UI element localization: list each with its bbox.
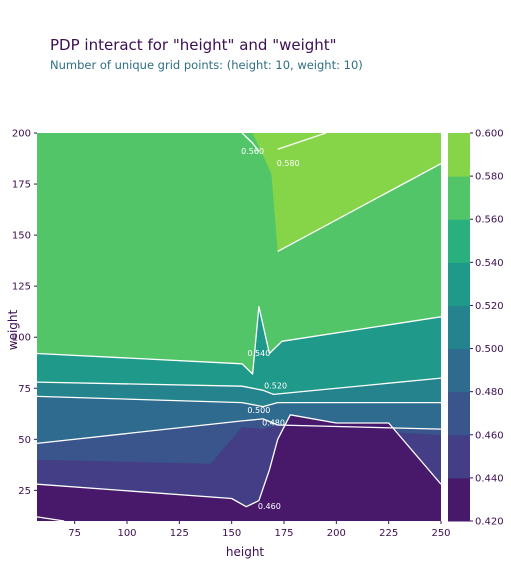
colorbar-band <box>448 305 470 350</box>
x-tick-label: 200 <box>327 528 346 539</box>
colorbar-band <box>448 348 470 393</box>
colorbar-tick-label: 0.420 <box>475 517 504 528</box>
y-tick-label: 100 <box>12 333 31 344</box>
y-tick-label: 25 <box>18 486 31 497</box>
contour-line-3 <box>37 305 441 375</box>
contour-line-6 <box>37 418 441 445</box>
x-tick-label: 75 <box>68 528 81 539</box>
contour-line-2 <box>277 163 441 252</box>
colorbar-band <box>448 176 470 220</box>
x-tick-label: 125 <box>170 528 189 539</box>
colorbar: 0.420 0.440 0.460 0.480 0.500 0.520 0.540 0.560… <box>448 129 504 528</box>
x-axis: 75 100 125 150 175 200 225 250 <box>68 521 451 539</box>
colorbar-tick-label: 0.520 <box>475 301 504 312</box>
x-tick-label: 150 <box>222 528 241 539</box>
colorbar-tick-label: 0.580 <box>475 172 504 183</box>
colorbar-band <box>448 477 470 522</box>
colorbar-band <box>448 391 470 436</box>
contour-region-1 <box>242 133 441 252</box>
contour-label: 0.460 <box>258 502 281 511</box>
contour-label: 0.480 <box>262 418 285 427</box>
y-tick-label: 150 <box>12 231 31 242</box>
x-tick-label: 225 <box>379 528 398 539</box>
colorbar-tick-label: 0.480 <box>475 387 504 398</box>
y-axis: 25 50 75 100 125 150 175 200 <box>12 129 37 497</box>
colorbar-band <box>448 434 470 479</box>
contour-lines <box>37 133 441 521</box>
contour-line-0 <box>241 133 260 152</box>
colorbar-tick-label: 0.560 <box>475 215 504 226</box>
x-tick-label: 175 <box>274 528 293 539</box>
contour-line-7 <box>37 414 441 508</box>
chart-subtitle: Number of unique grid points: (height: 1… <box>50 58 363 72</box>
y-tick-label: 125 <box>12 282 31 293</box>
plot-area <box>37 133 441 521</box>
contour-line-4 <box>37 377 441 396</box>
y-tick-label: 200 <box>12 129 31 140</box>
y-tick-label: 175 <box>12 180 31 191</box>
x-tick-label: 100 <box>117 528 136 539</box>
colorbar-tick-label: 0.600 <box>475 129 504 140</box>
y-tick-label: 50 <box>18 435 31 446</box>
colorbar-tick-label: 0.460 <box>475 430 504 441</box>
colorbar-tick-label: 0.500 <box>475 344 504 355</box>
colorbar-band <box>448 133 470 177</box>
contour-line-5 <box>37 395 441 408</box>
chart-title: PDP interact for "height" and "weight" <box>50 36 337 54</box>
contour-labels: 0.560 0.580 0.540 0.520 0.500 0.480 0.460 <box>241 147 299 511</box>
y-tick-label: 75 <box>18 384 31 395</box>
contour-region-8 <box>263 429 441 521</box>
contour-label: 0.580 <box>277 159 300 168</box>
x-tick-label: 250 <box>431 528 450 539</box>
contour-label: 0.540 <box>247 349 270 358</box>
colorbar-tick-label: 0.540 <box>475 258 504 269</box>
contour-line-8 <box>37 516 65 521</box>
y-axis-label: weight <box>6 309 20 350</box>
contour-label: 0.560 <box>241 147 264 156</box>
contour-label: 0.520 <box>264 382 287 391</box>
colorbar-tick-label: 0.440 <box>475 473 504 484</box>
colorbar-band <box>448 262 470 306</box>
contour-label: 0.500 <box>247 406 270 415</box>
contour-line-1 <box>277 133 327 150</box>
colorbar-band <box>448 219 470 263</box>
x-axis-label: height <box>226 545 265 559</box>
